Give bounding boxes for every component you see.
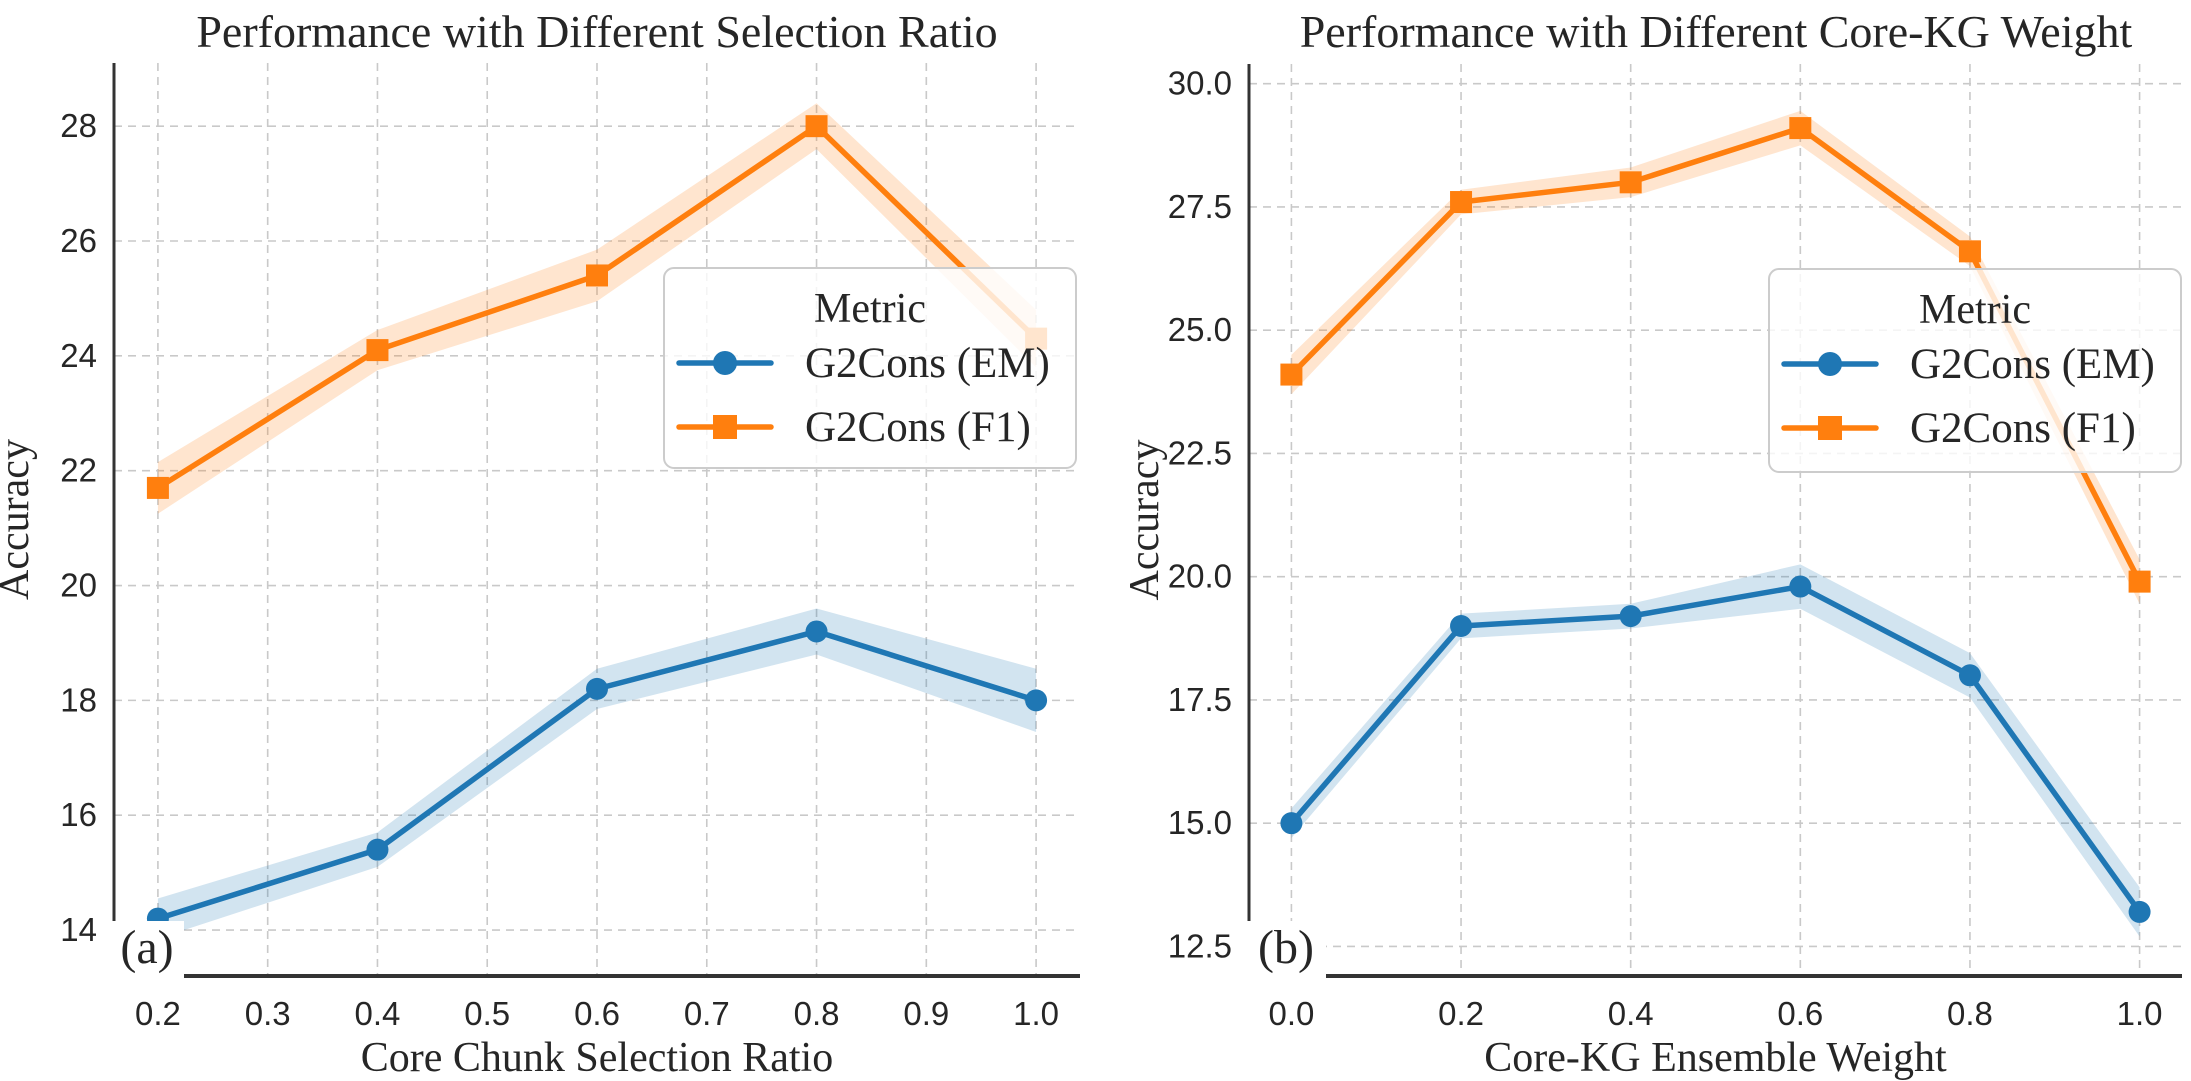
panel-background (0, 0, 1096, 1081)
series-marker-g2cons-f1 (1450, 191, 1473, 214)
legend-box (1768, 268, 2182, 473)
series-marker-g2cons-em (2128, 900, 2151, 923)
x-tick-label: 0.3 (245, 995, 291, 1032)
y-tick-label: 26 (60, 222, 97, 259)
y-tick-label: 20.0 (1168, 558, 1232, 595)
y-tick-label: 22 (60, 452, 97, 489)
chart-selection-ratio: 14 16 18 20 22 24 26 28 0.2 0.3 0.4 0.5 0.6 0.7 0.8 0.9… (0, 0, 1096, 1081)
legend-title: Metric (814, 286, 926, 332)
legend-entry-label: G2Cons (F1) (805, 404, 1031, 451)
series-marker-g2cons-f1 (1958, 240, 1981, 263)
y-tick-label: 28 (60, 107, 97, 144)
series-marker-g2cons-em (805, 620, 828, 643)
axis-title-y: Accuracy (1122, 440, 1168, 601)
series-marker-g2cons-f1 (366, 339, 389, 362)
series-marker-g2cons-em (1619, 605, 1642, 628)
x-tick-label: 0.4 (1608, 995, 1654, 1032)
x-tick-label: 0.4 (355, 995, 401, 1032)
y-tick-label: 27.5 (1168, 188, 1232, 225)
axis-title-x: Core-KG Ensemble Weight (1484, 1035, 1947, 1081)
series-marker-g2cons-f1 (146, 476, 169, 499)
x-tick-label: 0.7 (684, 995, 730, 1032)
legend-marker-g2cons-em (1818, 352, 1842, 376)
x-tick-label: 0.8 (794, 995, 840, 1032)
legend-box (663, 267, 1077, 469)
x-tick-label: 0.9 (903, 995, 949, 1032)
y-tick-label: 25.0 (1168, 311, 1232, 348)
y-tick-label: 20 (60, 567, 97, 604)
panel-tag-label: (a) (120, 921, 173, 974)
y-tick-label: 16 (60, 796, 97, 833)
series-marker-g2cons-em (1789, 575, 1812, 598)
series-marker-g2cons-em (1280, 812, 1303, 835)
legend-title: Metric (1919, 287, 2031, 333)
panel-tag-box (1246, 921, 1326, 978)
x-tick-label: 0.2 (1438, 995, 1484, 1032)
x-tick-label: 0.6 (574, 995, 620, 1032)
x-tick-label: 0.0 (1268, 995, 1314, 1032)
x-tick-label: 1.0 (1013, 995, 1059, 1032)
x-tick-label: 0.5 (464, 995, 510, 1032)
chart-title: Performance with Different Core-KG Weigh… (1300, 6, 2133, 57)
series-marker-g2cons-f1 (1789, 117, 1812, 140)
legend-marker-g2cons-f1 (1818, 416, 1842, 440)
series-band-g2cons-f1 (1291, 110, 2140, 604)
series-marker-g2cons-f1 (805, 115, 828, 138)
axis-title-x: Core Chunk Selection Ratio (361, 1035, 833, 1081)
axis-title-y: Accuracy (0, 439, 38, 600)
y-tick-label: 12.5 (1168, 927, 1232, 964)
panel-background (1096, 0, 2191, 1081)
chart-title: Performance with Different Selection Rat… (196, 6, 997, 57)
series-marker-g2cons-f1 (1280, 363, 1303, 386)
panel-tag-label: (b) (1258, 921, 1314, 974)
y-tick-label: 17.5 (1168, 681, 1232, 718)
x-tick-label: 0.2 (135, 995, 181, 1032)
legend-entry-label: G2Cons (F1) (1910, 405, 2136, 452)
series-marker-g2cons-em (1025, 689, 1048, 712)
x-tick-label: 0.6 (1777, 995, 1823, 1032)
series-marker-g2cons-em (1450, 614, 1473, 637)
legend-entry-label: G2Cons (EM) (805, 340, 1050, 387)
x-tick-label: 1.0 (2117, 995, 2163, 1032)
y-tick-label: 30.0 (1168, 65, 1232, 102)
series-marker-g2cons-f1 (2128, 570, 2151, 593)
y-tick-label: 22.5 (1168, 434, 1232, 471)
series-marker-g2cons-f1 (1619, 171, 1642, 194)
legend-entry-label: G2Cons (EM) (1910, 341, 2155, 388)
x-tick-label: 0.8 (1947, 995, 1993, 1032)
series-marker-g2cons-em (366, 838, 389, 861)
chart-core-kg-weight: 12.5 15.0 17.5 20.0 22.5 25.0 27.5 30.0 0.0 0.2 0.… (1096, 0, 2191, 1081)
y-tick-label: 24 (60, 337, 97, 374)
y-tick-label: 15.0 (1168, 804, 1232, 841)
y-tick-label: 18 (60, 681, 97, 718)
series-marker-g2cons-em (586, 677, 608, 700)
series-marker-g2cons-em (1958, 664, 1981, 687)
series-marker-g2cons-f1 (586, 264, 608, 287)
y-tick-label: 14 (60, 911, 97, 948)
legend-marker-g2cons-f1 (713, 415, 737, 439)
series-line-g2cons-em (1288, 583, 2143, 915)
legend-marker-g2cons-em (713, 351, 737, 375)
series-band-g2cons-em (1291, 564, 2140, 937)
panel-tag-box (110, 921, 184, 978)
